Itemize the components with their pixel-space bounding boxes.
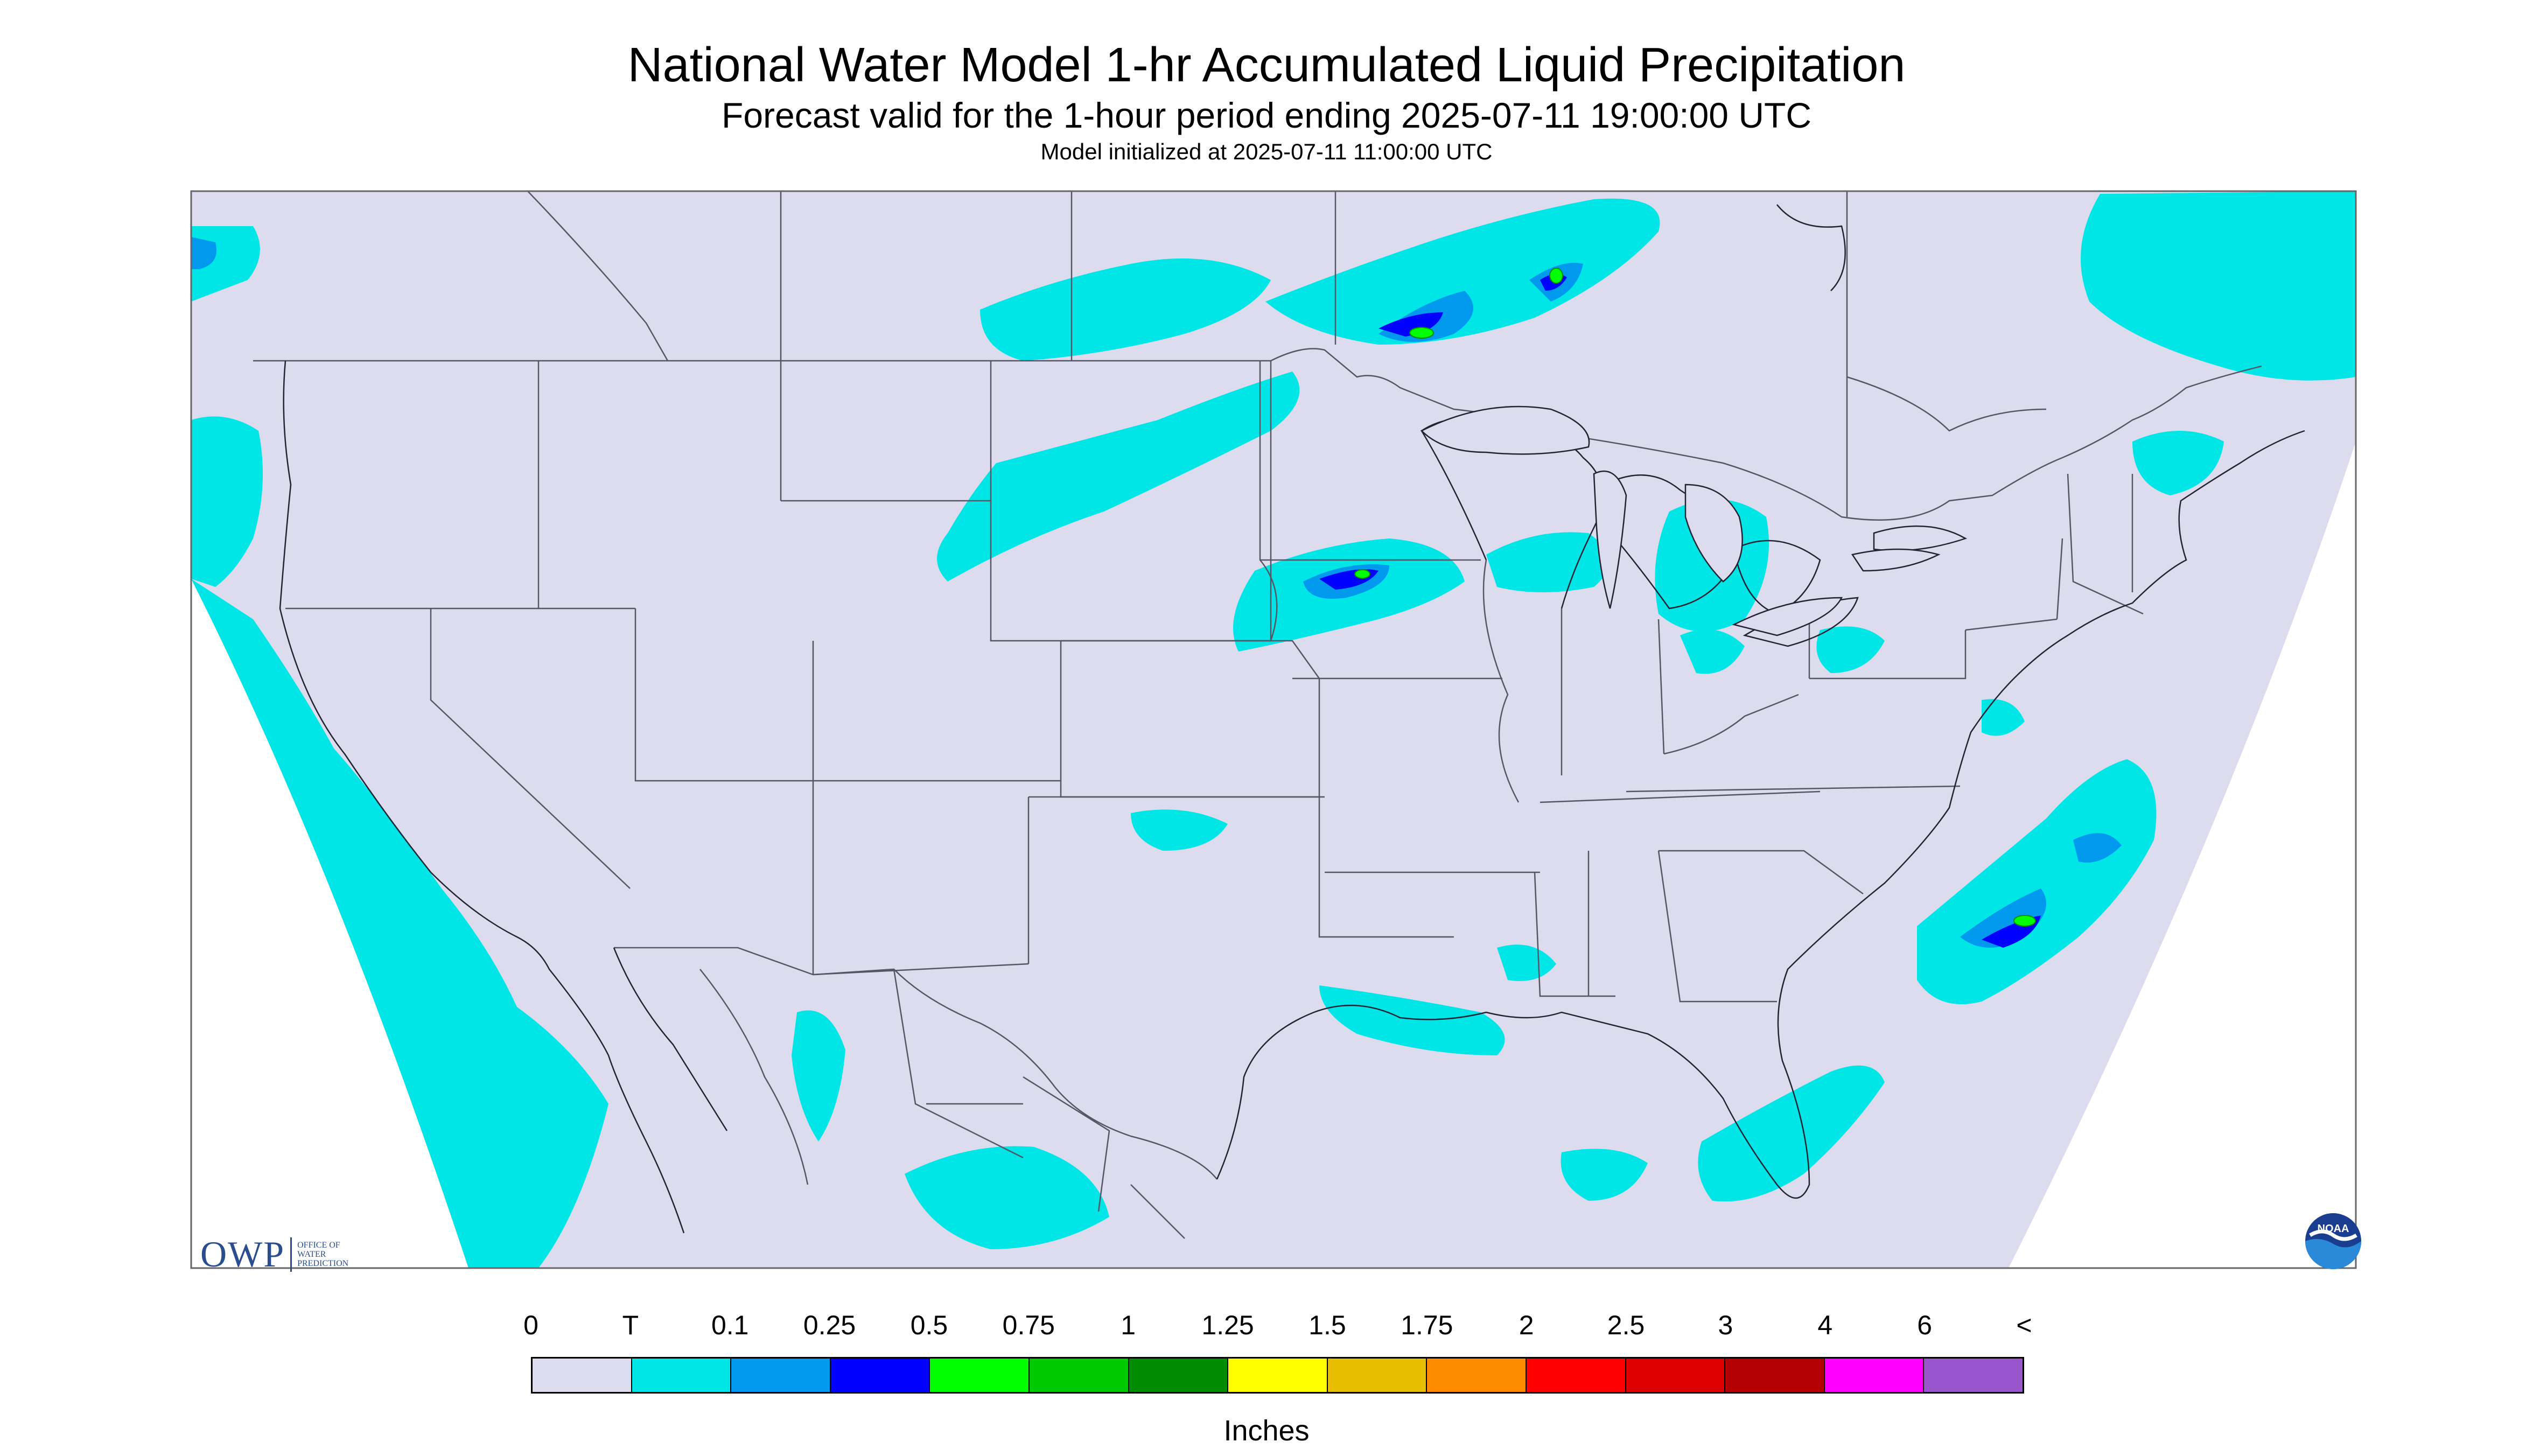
legend-tick-label: 0.75 bbox=[1002, 1310, 1055, 1340]
lake-ontario bbox=[1851, 548, 1941, 572]
precip-mid-atlantic-coast bbox=[1982, 699, 2025, 736]
precip-southeast bbox=[1497, 944, 1556, 981]
legend-tick-label: 1.5 bbox=[1309, 1310, 1346, 1340]
great-lakes bbox=[1420, 405, 1941, 636]
legend-swatch bbox=[830, 1359, 930, 1392]
legend-swatch bbox=[1924, 1359, 2023, 1392]
precip-pennsylvania bbox=[1816, 626, 1885, 673]
legend-swatch bbox=[632, 1359, 732, 1392]
legend-tick-label: 1.75 bbox=[1401, 1310, 1453, 1340]
model-init-line: Model initialized at 2025-07-11 11:00:00… bbox=[1040, 139, 1493, 164]
precip-gulf-coast bbox=[1319, 985, 1505, 1055]
legend-tick-label: 2 bbox=[1519, 1310, 1534, 1340]
lake-huron bbox=[1684, 484, 1743, 583]
legend-swatch bbox=[1526, 1359, 1626, 1392]
precip-0.5-areas bbox=[1354, 268, 2036, 927]
legend-tick-label: T bbox=[622, 1310, 639, 1340]
legend-tick-label: 1 bbox=[1121, 1310, 1136, 1340]
legend-swatch bbox=[1427, 1359, 1527, 1392]
legend-swatch bbox=[1129, 1359, 1229, 1392]
map-subtitle: Forecast valid for the 1-hour period end… bbox=[722, 95, 1811, 135]
precip-new-england bbox=[2081, 191, 2356, 381]
precip-ohio-valley bbox=[1680, 629, 1745, 674]
precip-maine bbox=[2132, 431, 2224, 495]
legend-swatch bbox=[930, 1359, 1030, 1392]
legend-swatch bbox=[533, 1359, 632, 1392]
legend-tick-label: 0.25 bbox=[803, 1310, 856, 1340]
owp-logo-mark: OWP bbox=[200, 1234, 285, 1275]
precip-wi-mi bbox=[1486, 532, 1609, 592]
precip-pacific-offshore bbox=[191, 579, 608, 1268]
lake-michigan bbox=[1593, 470, 1627, 609]
model-domain bbox=[191, 191, 2356, 1268]
map-title: National Water Model 1-hr Accumulated Li… bbox=[627, 38, 1906, 92]
legend-tick-label: 1.25 bbox=[1201, 1310, 1254, 1340]
legend-swatch bbox=[1824, 1359, 1925, 1392]
map-frame bbox=[190, 190, 2357, 1269]
precip-south-plains bbox=[1131, 809, 1228, 851]
color-legend bbox=[531, 1357, 2024, 1394]
precip-mexico-west bbox=[792, 1010, 845, 1142]
noaa-logo: NOAA bbox=[2305, 1213, 2361, 1269]
legend-units: Inches bbox=[1223, 1415, 1310, 1447]
legend-tick-label: 3 bbox=[1718, 1310, 1733, 1340]
legend-tick-label: 0 bbox=[523, 1310, 538, 1340]
legend-tick-label: 6 bbox=[1917, 1310, 1933, 1340]
owp-logo-text: OFFICE OF WATER PREDICTION bbox=[297, 1241, 349, 1268]
noaa-logo-text: NOAA bbox=[2318, 1223, 2349, 1235]
owp-logo: OWP OFFICE OF WATER PREDICTION bbox=[200, 1233, 356, 1276]
legend-tick-label: 2.5 bbox=[1607, 1310, 1645, 1340]
precip-canada-superior bbox=[1265, 198, 1660, 345]
legend-tick-label: 0.1 bbox=[711, 1310, 749, 1340]
legend-tick-label: 4 bbox=[1817, 1310, 1833, 1340]
precip-north-plains-2 bbox=[937, 372, 1300, 582]
legend-tick-label: < bbox=[2016, 1310, 2032, 1340]
precip-pacific-northwest bbox=[191, 416, 263, 587]
legend-swatch bbox=[1327, 1359, 1428, 1392]
legend-swatch bbox=[1725, 1359, 1825, 1392]
owp-logo-divider bbox=[290, 1237, 292, 1272]
precip-north-plains-1 bbox=[980, 258, 1271, 361]
lake-erie bbox=[1732, 597, 1843, 636]
precip-mexico bbox=[905, 1146, 1109, 1249]
precip-florida bbox=[1698, 1065, 1885, 1202]
precip-gulf-east bbox=[1561, 1149, 1648, 1201]
legend-swatch bbox=[1626, 1359, 1726, 1392]
legend-tick-label: 0.5 bbox=[910, 1310, 948, 1340]
legend-swatch bbox=[1228, 1359, 1328, 1392]
lake-superior bbox=[1420, 405, 1590, 455]
legend-swatch bbox=[1029, 1359, 1129, 1392]
precip-trace-areas bbox=[191, 191, 2356, 1268]
legend-swatch bbox=[731, 1359, 831, 1392]
